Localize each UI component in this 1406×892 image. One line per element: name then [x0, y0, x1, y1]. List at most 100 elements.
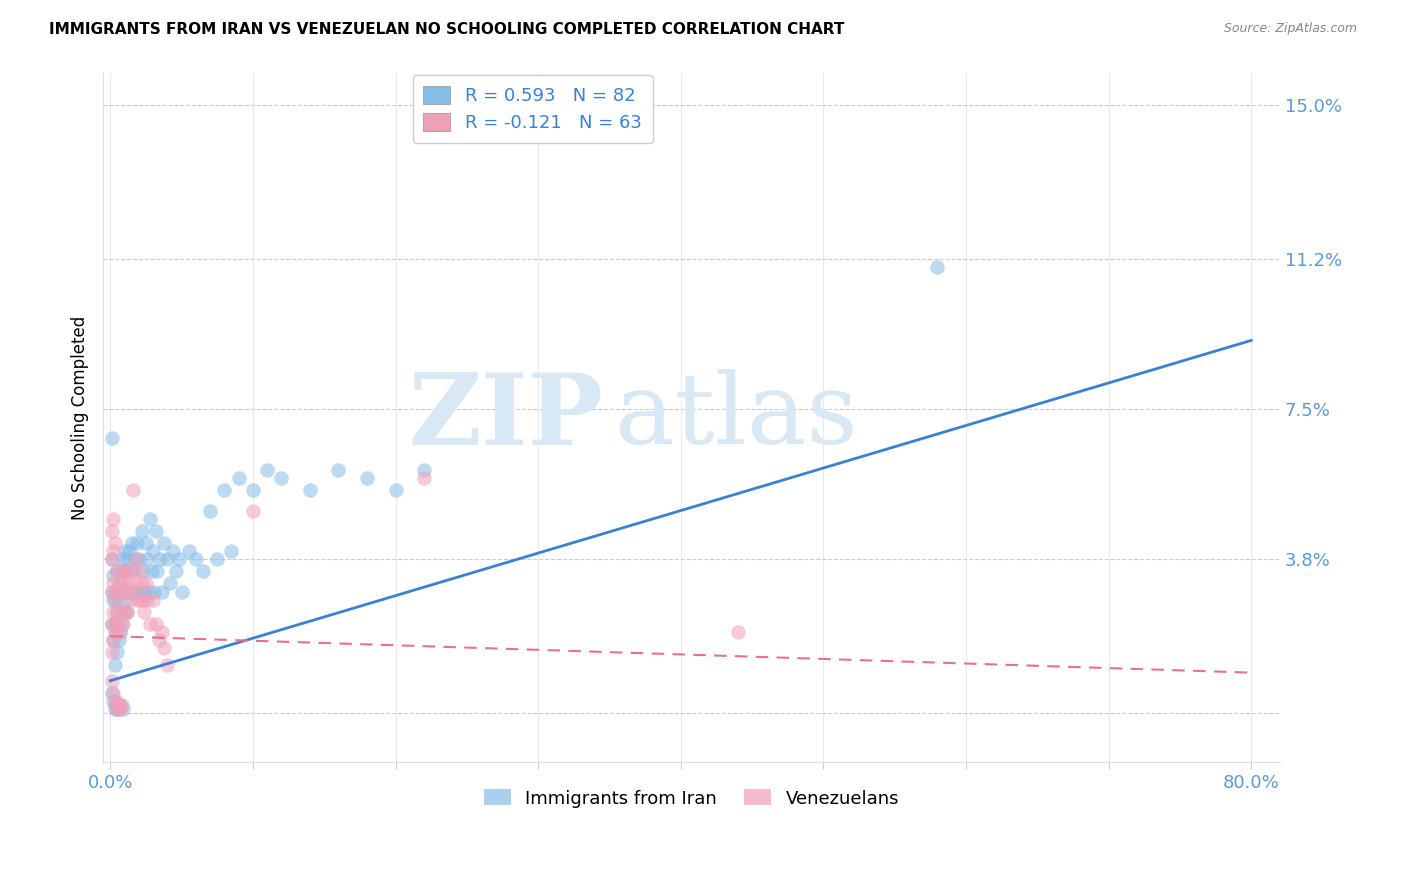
Point	[111, 605, 134, 619]
Point	[103, 592, 125, 607]
Point	[100, 645, 122, 659]
Point	[120, 584, 142, 599]
Point	[136, 592, 159, 607]
Point	[146, 565, 169, 579]
Point	[141, 565, 163, 579]
Point	[256, 463, 278, 477]
Point	[101, 605, 124, 619]
Point	[143, 584, 166, 599]
Point	[170, 584, 193, 599]
Point	[127, 536, 149, 550]
Point	[100, 686, 122, 700]
Point	[101, 544, 124, 558]
Point	[101, 592, 124, 607]
Point	[101, 633, 124, 648]
Point	[101, 633, 124, 648]
Point	[122, 565, 145, 579]
Point	[184, 552, 207, 566]
Point	[413, 463, 436, 477]
Point	[100, 431, 122, 445]
Point	[125, 552, 148, 566]
Point	[103, 584, 125, 599]
Point	[108, 576, 131, 591]
Point	[118, 576, 141, 591]
Point	[103, 657, 125, 672]
Point	[150, 625, 173, 640]
Point	[207, 552, 229, 566]
Point	[112, 605, 135, 619]
Point	[114, 592, 136, 607]
Point	[110, 698, 132, 712]
Point	[105, 702, 128, 716]
Text: Source: ZipAtlas.com: Source: ZipAtlas.com	[1223, 22, 1357, 36]
Point	[104, 625, 127, 640]
Point	[384, 483, 406, 498]
Point	[110, 702, 132, 716]
Point	[134, 584, 156, 599]
Point	[112, 576, 135, 591]
Point	[156, 657, 179, 672]
Point	[132, 592, 155, 607]
Point	[165, 565, 187, 579]
Point	[115, 584, 138, 599]
Point	[156, 552, 179, 566]
Point	[132, 565, 155, 579]
Point	[112, 617, 135, 632]
Legend: Immigrants from Iran, Venezuelans: Immigrants from Iran, Venezuelans	[477, 782, 907, 814]
Point	[100, 617, 122, 632]
Point	[142, 592, 165, 607]
Point	[110, 584, 132, 599]
Point	[105, 605, 128, 619]
Point	[159, 576, 181, 591]
Point	[111, 565, 134, 579]
Point	[122, 483, 145, 498]
Point	[138, 584, 160, 599]
Point	[221, 544, 243, 558]
Text: IMMIGRANTS FROM IRAN VS VENEZUELAN NO SCHOOLING COMPLETED CORRELATION CHART: IMMIGRANTS FROM IRAN VS VENEZUELAN NO SC…	[49, 22, 845, 37]
Point	[242, 503, 264, 517]
Point	[148, 633, 170, 648]
Point	[110, 625, 132, 640]
Point	[105, 702, 128, 716]
Point	[124, 576, 146, 591]
Point	[103, 536, 125, 550]
Point	[142, 544, 165, 558]
Point	[134, 605, 156, 619]
Point	[122, 584, 145, 599]
Point	[328, 463, 350, 477]
Point	[104, 694, 127, 708]
Point	[101, 576, 124, 591]
Point	[114, 544, 136, 558]
Point	[111, 617, 134, 632]
Point	[153, 641, 176, 656]
Point	[101, 511, 124, 525]
Point	[270, 471, 292, 485]
Point	[103, 702, 125, 716]
Point	[727, 625, 749, 640]
Point	[228, 471, 250, 485]
Point	[101, 694, 124, 708]
Point	[110, 625, 132, 640]
Point	[149, 552, 172, 566]
Point	[135, 536, 157, 550]
Point	[100, 524, 122, 538]
Point	[153, 536, 176, 550]
Point	[242, 483, 264, 498]
Point	[114, 605, 136, 619]
Point	[145, 524, 167, 538]
Point	[117, 552, 139, 566]
Point	[413, 471, 436, 485]
Text: ZIP: ZIP	[408, 369, 603, 466]
Point	[118, 544, 141, 558]
Point	[145, 617, 167, 632]
Point	[214, 483, 236, 498]
Point	[139, 617, 162, 632]
Point	[108, 633, 131, 648]
Point	[356, 471, 378, 485]
Point	[100, 617, 122, 632]
Point	[298, 483, 321, 498]
Point	[167, 552, 190, 566]
Point	[104, 584, 127, 599]
Point	[111, 698, 134, 712]
Point	[103, 617, 125, 632]
